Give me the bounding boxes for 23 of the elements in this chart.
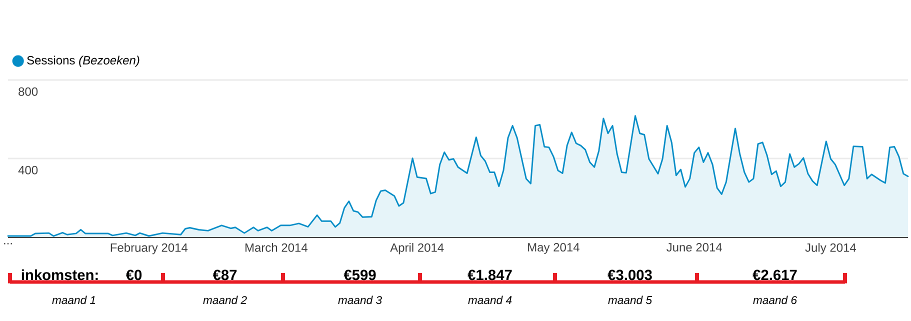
x-tick-label: May 2014 xyxy=(528,243,580,254)
text: €599 xyxy=(344,270,376,280)
text: €1.847 xyxy=(468,270,512,280)
x-tick-label: ... xyxy=(4,243,12,244)
x-tick-label: July 2014 xyxy=(805,243,856,254)
x-tick-label: March 2014 xyxy=(245,243,308,252)
text: maand 3 xyxy=(338,296,382,304)
x-tick-label: April 2014 xyxy=(390,243,444,254)
text: maand 4 xyxy=(468,296,512,304)
x-tick-label: June 2014 xyxy=(666,243,722,252)
text: maand 5 xyxy=(608,296,652,304)
text: €3.003 xyxy=(608,270,652,280)
text: €2.617 xyxy=(752,270,797,280)
legend-label: Sessions (Bezoeken) xyxy=(27,56,140,67)
text: maand 6 xyxy=(753,296,798,304)
x-tick-label: February 2014 xyxy=(110,243,188,254)
text: maand 1 xyxy=(52,296,96,304)
text: €87 xyxy=(212,270,237,280)
text: inkomsten: xyxy=(22,269,98,280)
y-tick-label: 800 xyxy=(18,87,38,96)
text: €0 xyxy=(126,270,142,280)
y-tick-label: 400 xyxy=(18,166,38,174)
text: maand 2 xyxy=(203,296,247,304)
